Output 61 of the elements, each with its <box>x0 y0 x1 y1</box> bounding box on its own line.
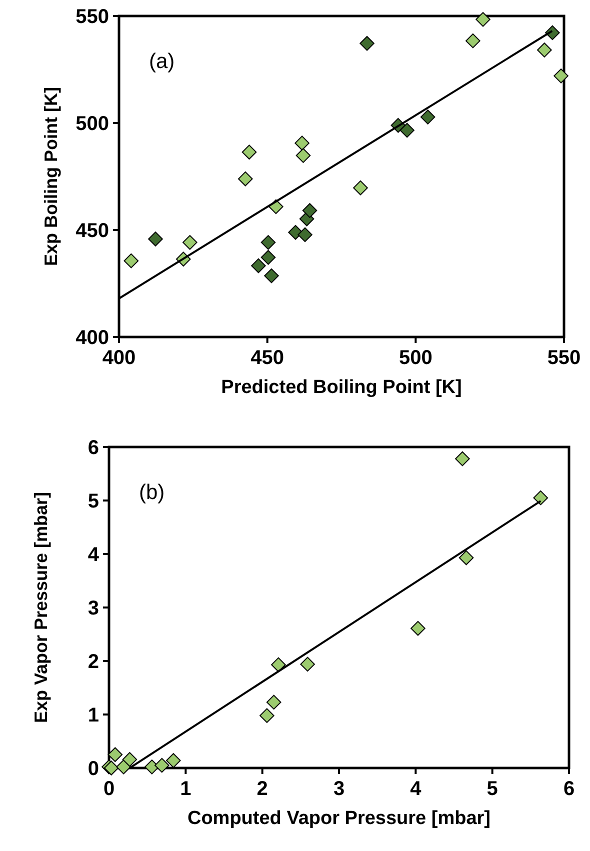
y-tick-label: 0 <box>88 758 99 780</box>
x-axis-title: Predicted Boiling Point [K] <box>221 377 462 398</box>
point <box>476 12 490 27</box>
x-tick-label: 500 <box>398 347 432 369</box>
point <box>264 268 279 284</box>
point <box>242 144 257 160</box>
x-tick-label: 400 <box>102 347 136 369</box>
point <box>298 227 312 242</box>
x-tick-label: 1 <box>180 778 192 800</box>
point <box>116 760 131 774</box>
point <box>108 747 123 762</box>
x-axis-title: Computed Vapor Pressure [mbar] <box>187 808 491 829</box>
x-tick-label: 4 <box>410 778 422 800</box>
point <box>251 258 266 274</box>
point <box>296 148 311 163</box>
point <box>400 122 414 138</box>
x-tick-label: 5 <box>486 778 498 800</box>
point <box>300 656 315 672</box>
point <box>360 36 374 51</box>
y-tick-label: 5 <box>88 490 99 512</box>
point <box>148 232 163 246</box>
annotation: (a) <box>149 50 175 73</box>
point <box>294 136 310 151</box>
x-tick-label: 2 <box>256 778 268 800</box>
point <box>122 752 138 767</box>
point <box>266 694 282 710</box>
y-tick-label: 400 <box>76 327 109 349</box>
point <box>271 657 286 672</box>
point <box>537 42 552 58</box>
y-tick-label: 550 <box>76 6 109 28</box>
x-tick-label: 550 <box>547 347 581 369</box>
y-tick-label: 500 <box>76 113 109 135</box>
annotation: (b) <box>139 481 165 504</box>
point <box>410 620 426 636</box>
x-tick-label: 6 <box>563 778 575 800</box>
y-tick-label: 1 <box>88 704 99 726</box>
point <box>182 235 198 250</box>
point <box>166 753 181 768</box>
y-tick-label: 4 <box>88 544 100 566</box>
point <box>353 180 368 196</box>
point <box>458 550 474 566</box>
point <box>554 68 568 84</box>
y-tick-label: 3 <box>88 598 99 620</box>
x-tick-label: 3 <box>333 778 345 800</box>
point <box>154 758 170 773</box>
y-axis-title: Exp Boiling Point [K] <box>41 87 61 266</box>
y-axis-title: Exp Vapor Pressure [mbar] <box>31 492 51 724</box>
point <box>455 451 470 466</box>
x-tick-label: 450 <box>250 347 284 369</box>
point <box>466 33 480 48</box>
point <box>238 171 253 186</box>
point <box>260 708 274 723</box>
y-tick-label: 2 <box>88 651 99 673</box>
point <box>420 110 436 124</box>
y-tick-label: 6 <box>88 437 99 459</box>
point <box>260 250 276 265</box>
point <box>124 253 139 268</box>
point <box>260 235 276 250</box>
point <box>533 490 548 506</box>
y-tick-label: 450 <box>76 220 109 242</box>
point <box>302 203 318 218</box>
